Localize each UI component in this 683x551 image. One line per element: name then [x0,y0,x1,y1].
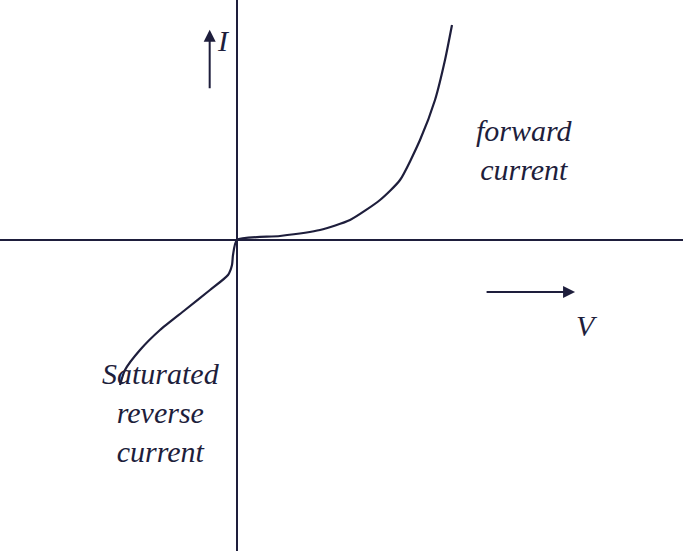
svg-text:forwardcurrent: forwardcurrent [476,114,573,186]
svg-text:Saturatedreversecurrent: Saturatedreversecurrent [102,357,220,468]
svg-text:V: V [576,309,598,342]
svg-text:I: I [217,24,230,57]
